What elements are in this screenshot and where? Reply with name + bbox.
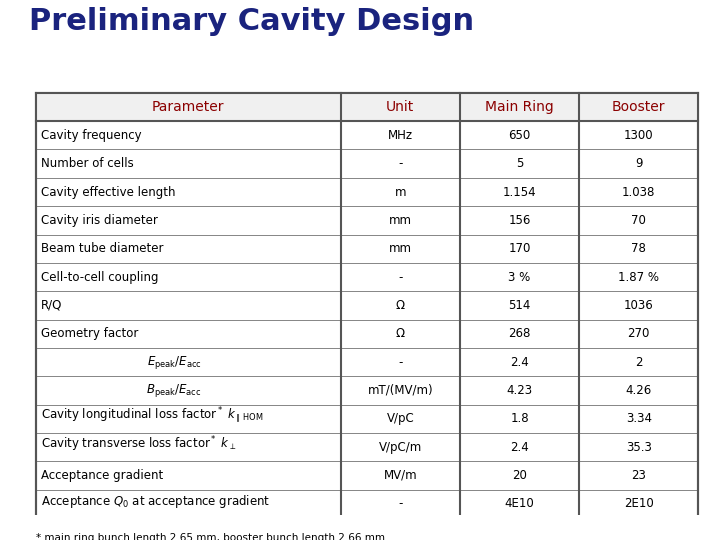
Text: 2: 2 bbox=[635, 356, 642, 369]
Text: 170: 170 bbox=[508, 242, 531, 255]
Text: 268: 268 bbox=[508, 327, 531, 340]
Text: Acceptance $Q_0$ at acceptance gradient: Acceptance $Q_0$ at acceptance gradient bbox=[41, 493, 271, 510]
Text: 3 %: 3 % bbox=[508, 271, 531, 284]
Text: 1300: 1300 bbox=[624, 129, 654, 142]
Text: Cavity iris diameter: Cavity iris diameter bbox=[41, 214, 158, 227]
Text: -: - bbox=[398, 356, 402, 369]
Text: * main ring bunch length 2.65 mm, booster bunch length 2.66 mm: * main ring bunch length 2.65 mm, booste… bbox=[36, 534, 385, 540]
Text: 20: 20 bbox=[512, 469, 527, 482]
Text: $E_\mathrm{peak}/E_\mathrm{acc}$: $E_\mathrm{peak}/E_\mathrm{acc}$ bbox=[146, 354, 202, 370]
Text: 78: 78 bbox=[631, 242, 647, 255]
Text: 70: 70 bbox=[631, 214, 647, 227]
Text: Cavity transverse loss factor$^*$ $k_\perp$: Cavity transverse loss factor$^*$ $k_\pe… bbox=[41, 435, 237, 454]
Text: 5: 5 bbox=[516, 157, 523, 170]
Text: 270: 270 bbox=[628, 327, 650, 340]
FancyBboxPatch shape bbox=[36, 93, 698, 121]
Text: Acceptance gradient: Acceptance gradient bbox=[41, 469, 163, 482]
Text: Cavity effective length: Cavity effective length bbox=[41, 186, 176, 199]
Text: Cell-to-cell coupling: Cell-to-cell coupling bbox=[41, 271, 159, 284]
Text: Booster: Booster bbox=[612, 100, 665, 114]
Text: R/Q: R/Q bbox=[41, 299, 63, 312]
Text: MV/m: MV/m bbox=[384, 469, 417, 482]
Text: 2E10: 2E10 bbox=[624, 497, 654, 510]
Text: Unit: Unit bbox=[386, 100, 415, 114]
Text: -: - bbox=[398, 271, 402, 284]
Text: mm: mm bbox=[389, 214, 412, 227]
Text: Cavity longitudinal loss factor$^*$ $k_{\parallel\,\mathrm{HOM}}$: Cavity longitudinal loss factor$^*$ $k_{… bbox=[41, 406, 264, 427]
Text: mm: mm bbox=[389, 242, 412, 255]
Text: 4.23: 4.23 bbox=[506, 384, 533, 397]
Text: mT/(MV/m): mT/(MV/m) bbox=[367, 384, 433, 397]
Text: Cavity frequency: Cavity frequency bbox=[41, 129, 142, 142]
Text: 3.34: 3.34 bbox=[626, 413, 652, 426]
Text: 4.26: 4.26 bbox=[626, 384, 652, 397]
Text: 650: 650 bbox=[508, 129, 531, 142]
Text: -: - bbox=[398, 157, 402, 170]
Text: MHz: MHz bbox=[388, 129, 413, 142]
Text: Main Ring: Main Ring bbox=[485, 100, 554, 114]
Text: V/pC/m: V/pC/m bbox=[379, 441, 422, 454]
Text: 2.4: 2.4 bbox=[510, 356, 529, 369]
Text: 2.4: 2.4 bbox=[510, 441, 529, 454]
Text: -: - bbox=[398, 497, 402, 510]
Text: $B_\mathrm{peak}/E_\mathrm{acc}$: $B_\mathrm{peak}/E_\mathrm{acc}$ bbox=[146, 382, 202, 399]
Text: Parameter: Parameter bbox=[152, 100, 225, 114]
Text: m: m bbox=[395, 186, 406, 199]
Text: 1.87 %: 1.87 % bbox=[618, 271, 660, 284]
Text: 23: 23 bbox=[631, 469, 647, 482]
Text: 9: 9 bbox=[635, 157, 642, 170]
Text: 4E10: 4E10 bbox=[505, 497, 534, 510]
Text: V/pC: V/pC bbox=[387, 413, 414, 426]
Text: Ω: Ω bbox=[396, 299, 405, 312]
Text: Geometry factor: Geometry factor bbox=[41, 327, 139, 340]
Text: 1.038: 1.038 bbox=[622, 186, 655, 199]
Text: Preliminary Cavity Design: Preliminary Cavity Design bbox=[29, 7, 474, 36]
Text: 156: 156 bbox=[508, 214, 531, 227]
Text: 35.3: 35.3 bbox=[626, 441, 652, 454]
Text: 1.8: 1.8 bbox=[510, 413, 529, 426]
Text: 1.154: 1.154 bbox=[503, 186, 536, 199]
Text: Ω: Ω bbox=[396, 327, 405, 340]
Text: 514: 514 bbox=[508, 299, 531, 312]
Text: Beam tube diameter: Beam tube diameter bbox=[41, 242, 163, 255]
FancyBboxPatch shape bbox=[36, 93, 698, 518]
Text: 1036: 1036 bbox=[624, 299, 654, 312]
Text: Number of cells: Number of cells bbox=[41, 157, 134, 170]
